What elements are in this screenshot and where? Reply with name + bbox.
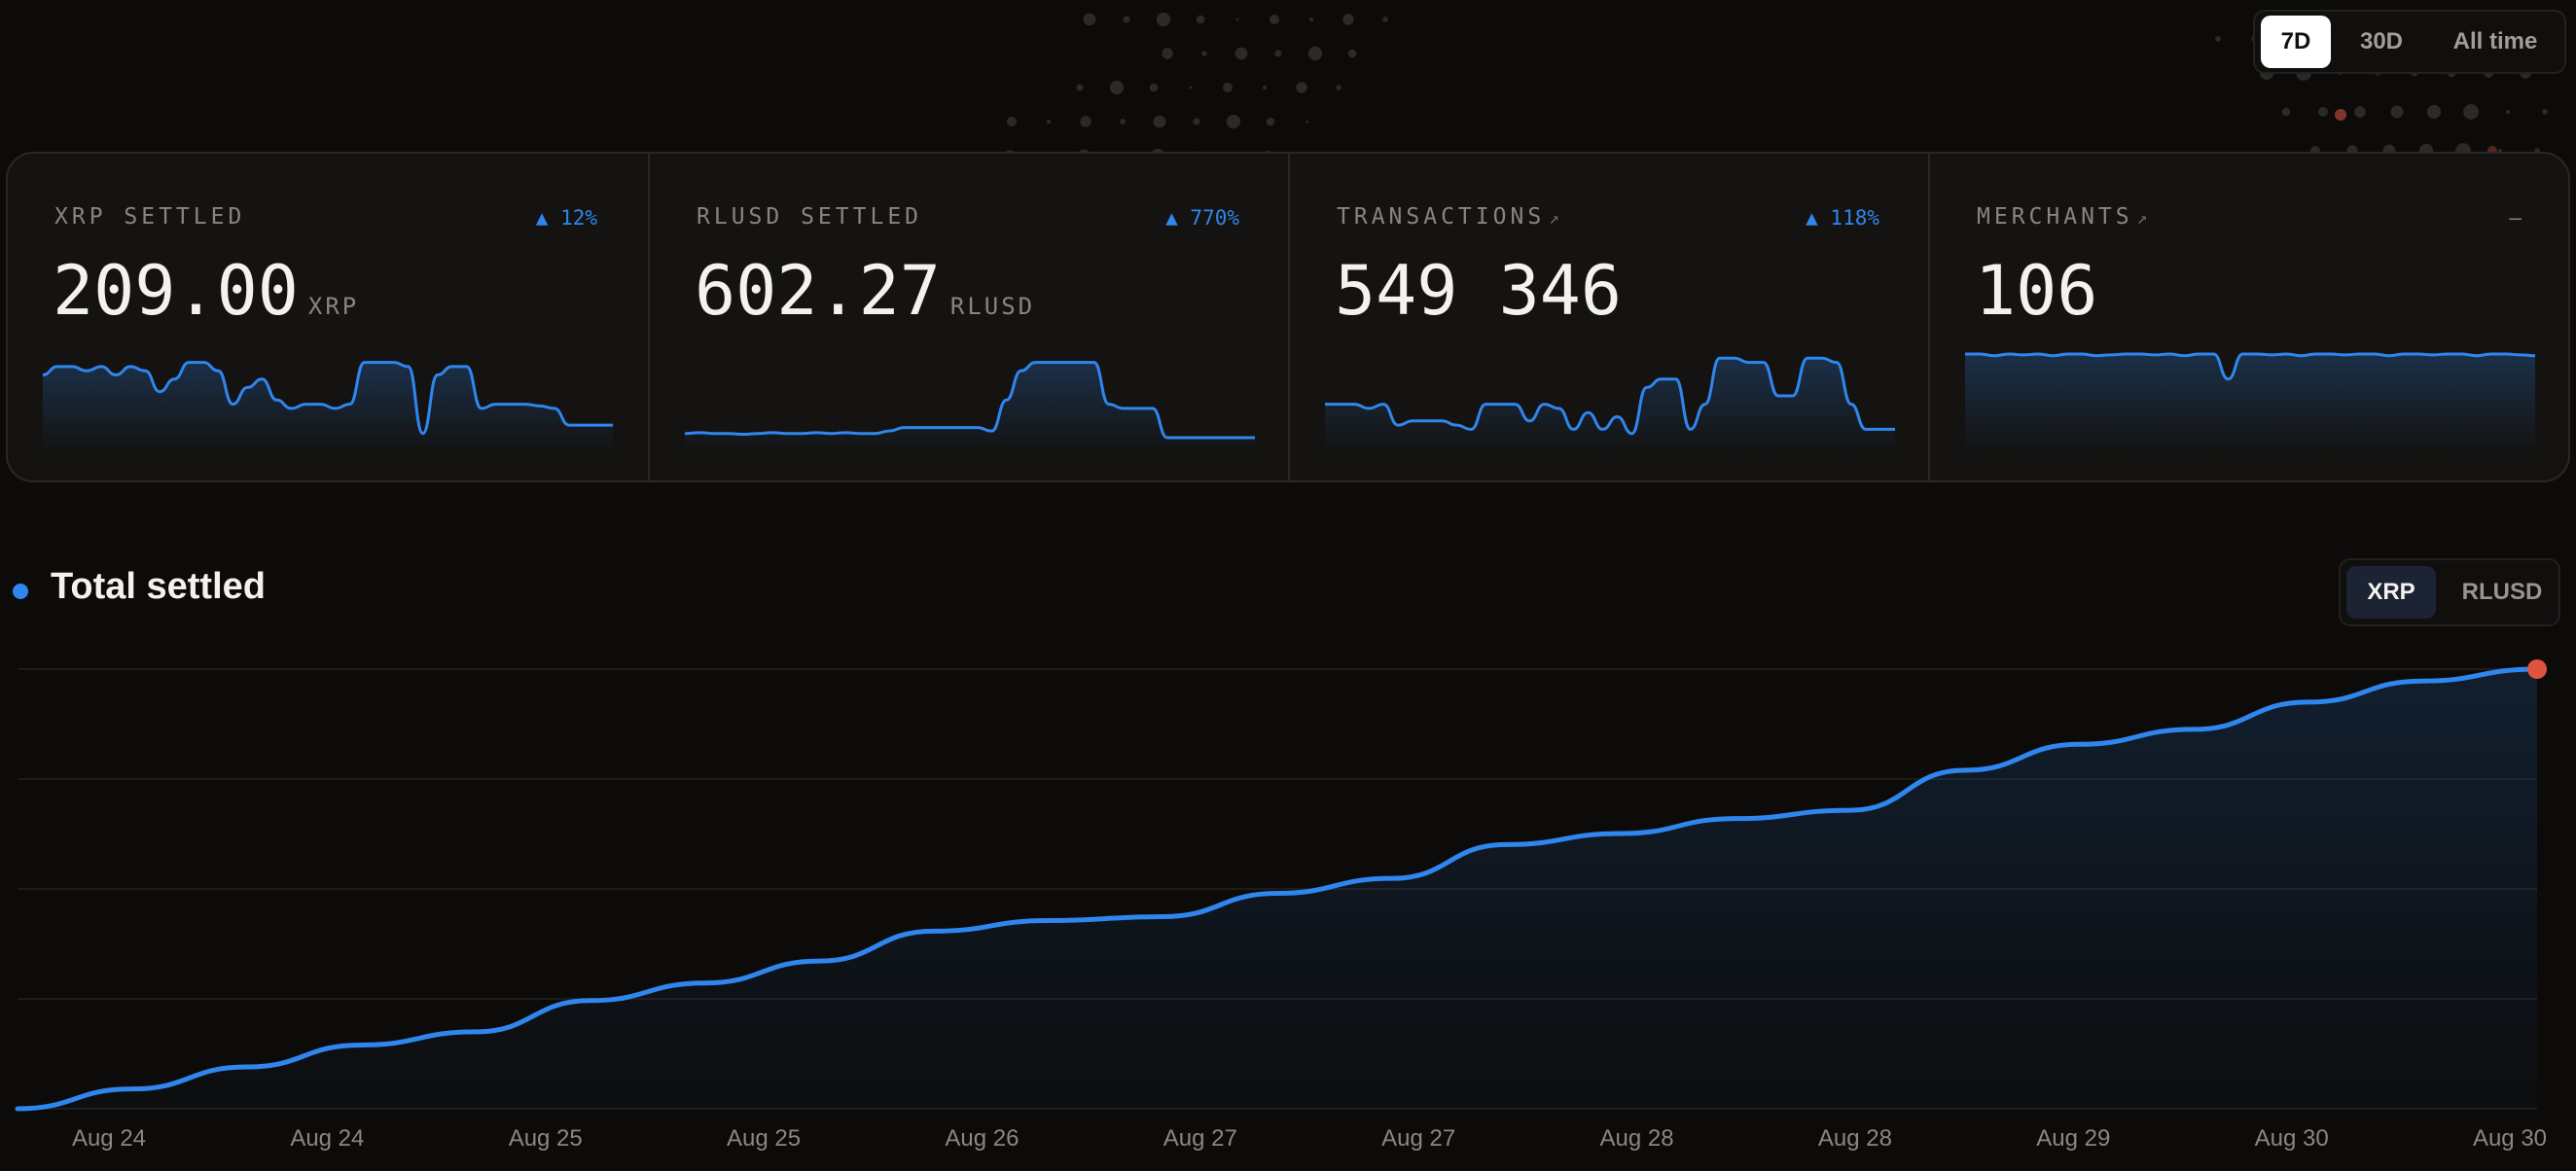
x-tick-label: Aug 29 bbox=[2036, 1125, 2110, 1152]
card-value: 209.00 XRP bbox=[53, 251, 360, 331]
external-link-arrow-icon: ↗ bbox=[2136, 208, 2148, 229]
x-tick-label: Aug 26 bbox=[945, 1125, 1019, 1152]
x-tick-label: Aug 24 bbox=[290, 1125, 364, 1152]
card-delta-badge: — bbox=[2509, 206, 2522, 230]
sparkline-line bbox=[1965, 352, 2535, 381]
x-tick-label: Aug 30 bbox=[2473, 1125, 2547, 1152]
currency-option-xrp[interactable]: XRP bbox=[2346, 566, 2436, 619]
card-label: MERCHANTS ↗ bbox=[1977, 204, 2148, 230]
card-delta-badge: ▲ 770% bbox=[1165, 206, 1239, 230]
x-tick-label: Aug 28 bbox=[1600, 1125, 1674, 1152]
total-settled-chart: Aug 24 Aug 24 Aug 25 Aug 25 Aug 26 Aug 27 Aug … bbox=[15, 659, 2547, 1152]
sparkline-area bbox=[1325, 358, 1895, 451]
range-option-30d[interactable]: 30D bbox=[2359, 28, 2404, 54]
card-rlusd-settled: RLUSD SETTLED ▲ 770% 602.27 RLUSD bbox=[648, 154, 1290, 480]
sparkline-line bbox=[1325, 356, 1895, 436]
endpoint-marker[interactable] bbox=[2527, 659, 2547, 679]
sparkline-area bbox=[685, 362, 1255, 451]
sparkline-merchants bbox=[1965, 352, 2535, 451]
sparkline-line bbox=[43, 361, 613, 436]
card-transactions[interactable]: TRANSACTIONS ↗ ▲ 118% 549 346 bbox=[1288, 154, 1930, 480]
x-tick-label: Aug 27 bbox=[1163, 1125, 1237, 1152]
card-xrp-settled: XRP SETTLED ▲ 12% 209.00 XRP bbox=[8, 154, 648, 480]
x-tick-label: Aug 25 bbox=[727, 1125, 801, 1152]
card-delta-badge: ▲ 12% bbox=[535, 206, 597, 230]
card-value: 549 346 bbox=[1335, 251, 1623, 331]
external-link-arrow-icon: ↗ bbox=[1549, 208, 1560, 229]
card-label: TRANSACTIONS ↗ bbox=[1337, 204, 1560, 230]
sparkline-area bbox=[1965, 354, 2535, 451]
series-area bbox=[18, 669, 2537, 1109]
currency-option-rlusd[interactable]: RLUSD bbox=[2461, 579, 2543, 605]
card-value: 602.27 RLUSD bbox=[695, 251, 1036, 331]
chart-title: Total settled bbox=[51, 566, 266, 607]
card-unit: RLUSD bbox=[949, 293, 1036, 320]
x-tick-label: Aug 30 bbox=[2255, 1125, 2329, 1152]
x-tick-label: Aug 27 bbox=[1381, 1125, 1455, 1152]
card-merchants[interactable]: MERCHANTS ↗ — 106 bbox=[1928, 154, 2568, 480]
x-tick-label: Aug 25 bbox=[509, 1125, 583, 1152]
card-unit: XRP bbox=[307, 293, 360, 320]
sparkline-xrp-settled bbox=[43, 361, 613, 451]
card-value: 106 bbox=[1975, 251, 2098, 331]
card-label: XRP SETTLED bbox=[54, 204, 246, 230]
sparkline-line bbox=[685, 361, 1255, 440]
series-dot-icon bbox=[13, 584, 28, 599]
card-label: RLUSD SETTLED bbox=[697, 204, 923, 230]
sparkline-rlusd-settled bbox=[685, 361, 1255, 451]
time-range-toggle: 7D 30D All time bbox=[2253, 10, 2566, 74]
x-tick-label: Aug 28 bbox=[1818, 1125, 1892, 1152]
card-delta-badge: ▲ 118% bbox=[1806, 206, 1879, 230]
x-tick-label: Aug 24 bbox=[72, 1125, 146, 1152]
series-line bbox=[15, 666, 2540, 1112]
range-option-7d[interactable]: 7D bbox=[2261, 16, 2331, 68]
range-option-all-time[interactable]: All time bbox=[2452, 28, 2538, 54]
stat-cards-panel: XRP SETTLED ▲ 12% 209.00 XRP RLUSD SETTLE… bbox=[6, 152, 2570, 482]
sparkline-transactions bbox=[1325, 356, 1895, 451]
currency-toggle: XRP RLUSD bbox=[2339, 558, 2560, 626]
